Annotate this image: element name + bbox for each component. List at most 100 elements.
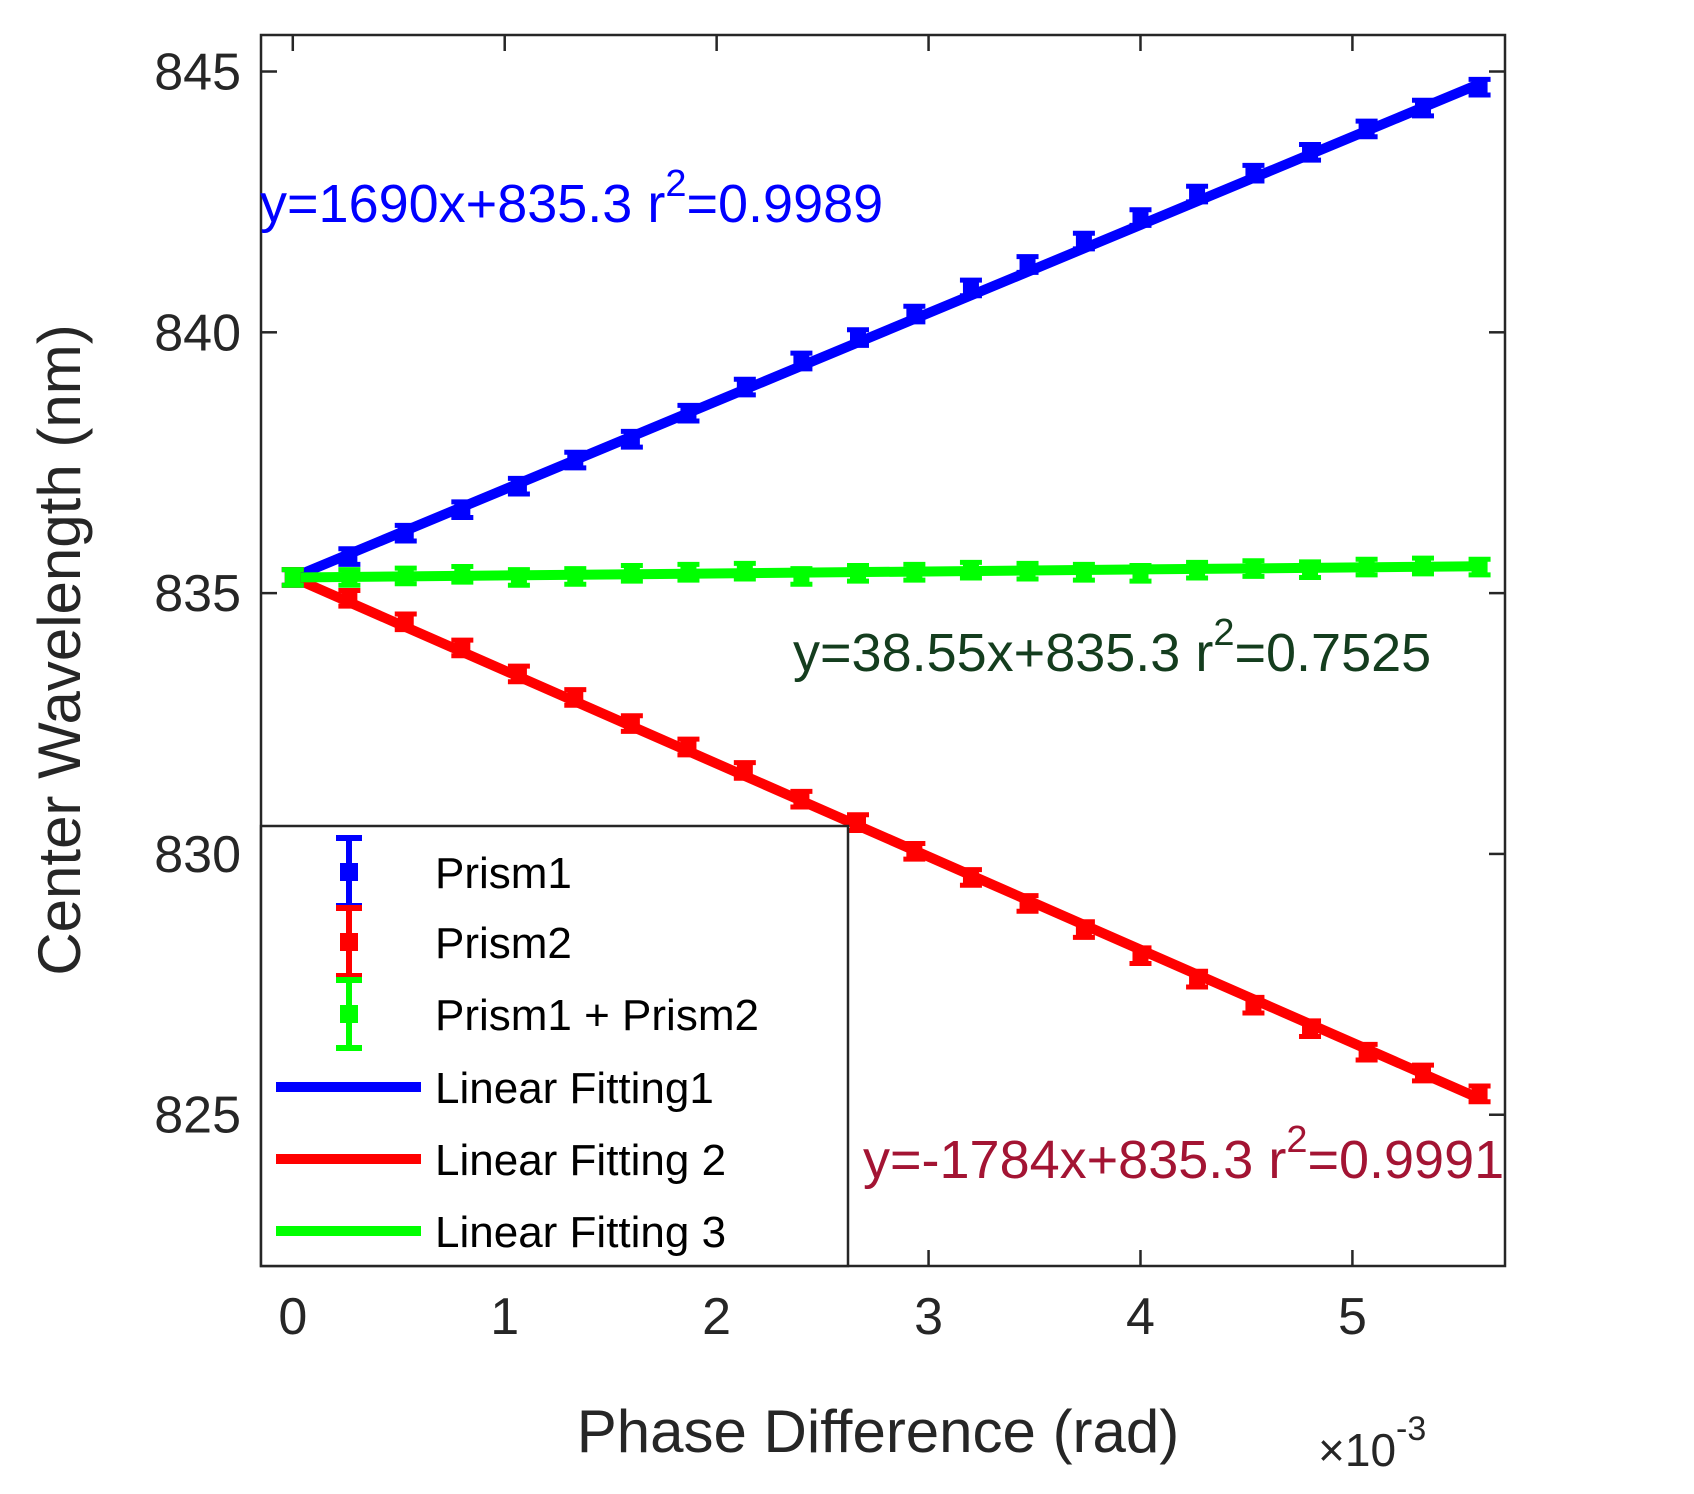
x-axis-multiplier-base: ×10 bbox=[1318, 1424, 1396, 1476]
data-point bbox=[1186, 559, 1209, 581]
data-point bbox=[677, 561, 700, 583]
data-point bbox=[564, 687, 587, 708]
data-point bbox=[1242, 558, 1265, 579]
marker bbox=[793, 353, 810, 370]
data-point bbox=[1468, 556, 1491, 578]
data-point bbox=[959, 559, 982, 581]
marker bbox=[1471, 1085, 1488, 1102]
data-point bbox=[1186, 183, 1209, 205]
series-3 bbox=[281, 555, 1491, 588]
marker bbox=[680, 405, 697, 422]
marker bbox=[1414, 1065, 1431, 1082]
marker bbox=[1132, 209, 1149, 226]
marker bbox=[1471, 79, 1488, 96]
data-point bbox=[790, 350, 813, 372]
marker bbox=[454, 566, 471, 583]
legend-entry: Linear Fitting 2 bbox=[276, 1136, 726, 1185]
data-point bbox=[507, 475, 530, 497]
legend-entry: Prism2 bbox=[336, 905, 572, 979]
x-axis-multiplier-exponent: -3 bbox=[1396, 1410, 1426, 1448]
marker bbox=[567, 452, 584, 469]
data-point bbox=[394, 565, 417, 587]
marker bbox=[1245, 165, 1262, 182]
marker bbox=[962, 562, 979, 579]
marker bbox=[1019, 895, 1036, 912]
data-point bbox=[1242, 994, 1265, 1016]
data-point bbox=[451, 564, 474, 585]
data-point bbox=[1411, 1062, 1434, 1084]
data-point bbox=[1411, 555, 1434, 577]
data-point bbox=[790, 788, 813, 810]
x-tick-label: 2 bbox=[702, 1288, 731, 1346]
data-point bbox=[1355, 1041, 1378, 1063]
fit-line-2 bbox=[290, 572, 1482, 1104]
marker bbox=[1302, 1020, 1319, 1037]
marker bbox=[1245, 997, 1262, 1014]
fit-equation-tail: =0.9989 bbox=[686, 174, 883, 234]
marker bbox=[1414, 557, 1431, 574]
data-point bbox=[959, 277, 982, 299]
fit-equation-superscript: 2 bbox=[1286, 1119, 1307, 1161]
x-axis-title: Phase Difference (rad) bbox=[577, 1398, 1180, 1465]
data-point bbox=[1242, 162, 1265, 184]
marker bbox=[849, 329, 866, 346]
marker bbox=[397, 567, 414, 584]
marker bbox=[1302, 561, 1319, 578]
marker bbox=[1358, 559, 1375, 576]
x-tick-label: 1 bbox=[490, 1288, 519, 1346]
marker bbox=[454, 501, 471, 518]
data-point bbox=[281, 567, 304, 588]
marker bbox=[623, 565, 640, 582]
data-point bbox=[1355, 118, 1378, 140]
data-point bbox=[1468, 76, 1491, 98]
data-point bbox=[1072, 230, 1095, 252]
marker bbox=[510, 665, 527, 682]
marker bbox=[1358, 1044, 1375, 1061]
data-point bbox=[677, 402, 700, 424]
y-axis-title: Center Wavelength (nm) bbox=[26, 324, 93, 975]
marker bbox=[906, 564, 923, 581]
data-point bbox=[677, 736, 700, 758]
data-point bbox=[1299, 559, 1322, 580]
fit-equation-superscript: 2 bbox=[1213, 612, 1234, 654]
marker bbox=[567, 568, 584, 585]
data-point bbox=[1186, 968, 1209, 990]
marker bbox=[341, 590, 358, 607]
marker bbox=[341, 569, 358, 586]
series-1 bbox=[281, 76, 1491, 588]
data-point bbox=[394, 522, 417, 544]
fit-equation-tail: =0.9991 bbox=[1307, 1130, 1504, 1190]
x-tick-label: 4 bbox=[1126, 1288, 1155, 1346]
y-tick-label: 845 bbox=[154, 44, 241, 102]
marker bbox=[736, 379, 753, 396]
marker bbox=[1075, 233, 1092, 250]
legend-label: Linear Fitting 2 bbox=[435, 1136, 726, 1185]
data-point bbox=[1355, 556, 1378, 578]
x-tick-label: 0 bbox=[278, 1288, 307, 1346]
plot-area bbox=[281, 76, 1491, 1105]
legend-entry: Linear Fitting1 bbox=[276, 1064, 714, 1113]
marker bbox=[623, 431, 640, 448]
marker bbox=[510, 478, 527, 495]
fit-equation-1: y=1690x+835.3 r2=0.9989 bbox=[260, 163, 883, 234]
legend-entry: Linear Fitting 3 bbox=[276, 1208, 726, 1257]
y-tick-label: 835 bbox=[154, 565, 241, 623]
x-axis-multiplier: ×10-3 bbox=[1318, 1410, 1426, 1476]
marker bbox=[1245, 560, 1262, 577]
data-point bbox=[1072, 561, 1095, 583]
marker bbox=[397, 525, 414, 542]
marker bbox=[962, 279, 979, 296]
data-point bbox=[790, 566, 813, 587]
marker bbox=[1132, 565, 1149, 582]
fit-equation-tail: =0.7525 bbox=[1234, 623, 1431, 683]
marker bbox=[397, 613, 414, 630]
fit-line-3 bbox=[292, 561, 1480, 583]
axes: 825 830 835 840 845 0 1 2 3 4 5 bbox=[154, 33, 1507, 1346]
data-point bbox=[507, 567, 530, 588]
data-point bbox=[846, 327, 869, 348]
data-point bbox=[733, 560, 756, 582]
data-point bbox=[620, 713, 643, 734]
data-point bbox=[846, 812, 869, 833]
marker bbox=[1019, 256, 1036, 273]
legend-label: Linear Fitting 3 bbox=[435, 1208, 726, 1257]
